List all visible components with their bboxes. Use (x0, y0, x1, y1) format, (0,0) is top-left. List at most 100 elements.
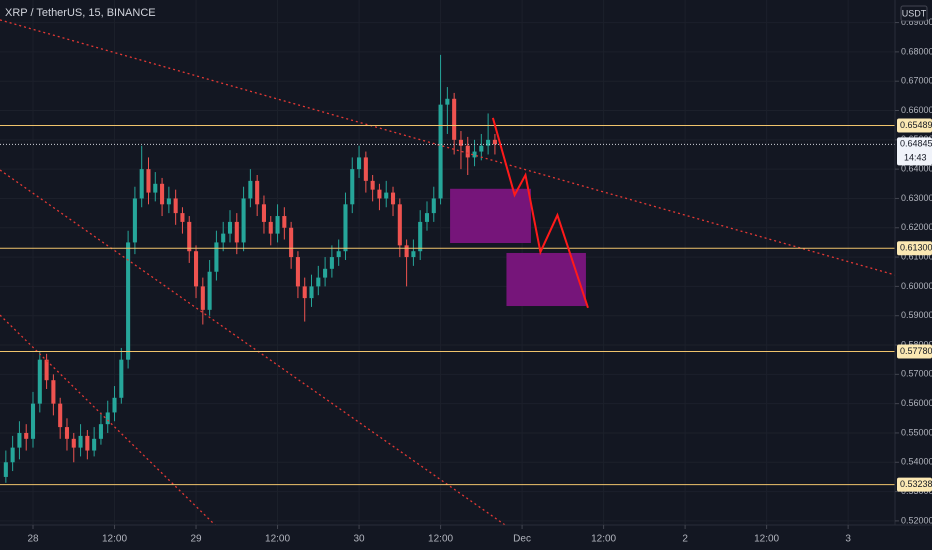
y-tick-label: 0.55000 (901, 427, 932, 437)
candle-body (363, 157, 368, 181)
candle-body (187, 221, 192, 252)
candle-body (295, 257, 300, 287)
y-tick-label: 0.64000 (901, 164, 932, 174)
axes: 0.520000.530000.540000.550000.560000.570… (27, 17, 932, 545)
candle-body (105, 412, 110, 425)
y-tick-label: 0.67000 (901, 76, 932, 86)
candle-body (193, 251, 199, 287)
candle-body (139, 169, 144, 199)
candle-body (282, 216, 287, 228)
candle-body (30, 403, 36, 439)
candle-body (431, 198, 436, 214)
y-tick-label: 0.60000 (901, 281, 932, 291)
chart-title: XRP / TetherUS, 15, BINANCE (5, 7, 156, 19)
x-tick-label: 3 (845, 534, 851, 545)
countdown: 14:43 (904, 153, 927, 163)
candle-body (71, 438, 76, 448)
y-tick-label: 0.62000 (901, 222, 932, 232)
candle-body (289, 227, 294, 258)
candle-body (350, 169, 355, 205)
x-tick-label: 2 (682, 534, 688, 545)
candle-body (384, 192, 389, 199)
candle-body (370, 180, 375, 190)
candle-body (146, 169, 151, 193)
level-label-box (897, 477, 932, 492)
level-label: 0.57780 (900, 346, 932, 356)
candle-body (316, 277, 321, 287)
y-tick-label: 0.63000 (901, 193, 932, 203)
candle-body (85, 435, 90, 451)
trendline (0, 19, 895, 276)
candle-body (390, 192, 396, 205)
candle-body (227, 221, 233, 234)
candle-body (98, 424, 103, 439)
level-label: 0.61300 (900, 243, 932, 253)
candle-body (268, 221, 273, 234)
candle-body (357, 157, 362, 170)
candle-body (207, 271, 212, 310)
x-tick-label: 12:00 (754, 534, 779, 545)
candle-body (51, 380, 56, 404)
candle-body (3, 462, 8, 477)
x-tick-label: 12:00 (265, 534, 290, 545)
candle-body (241, 198, 246, 243)
level-label-box (897, 118, 932, 133)
y-tick-label: 0.54000 (901, 457, 932, 467)
last-price-label: 0.64845 (900, 139, 932, 149)
candle-body (486, 139, 491, 146)
target-box (506, 252, 586, 307)
candle-body (445, 98, 450, 105)
candle-body (17, 432, 22, 448)
x-tick-label: 12:00 (591, 534, 616, 545)
level-label: 0.65489 (900, 120, 932, 130)
x-tick-label: 28 (27, 534, 39, 545)
candle-body (309, 286, 314, 299)
x-tick-label: 29 (190, 534, 202, 545)
plot-area (0, 19, 895, 525)
x-tick-label: 12:00 (102, 534, 127, 545)
x-tick-label: 30 (353, 534, 365, 545)
candle-body (78, 435, 83, 448)
candle-body (10, 447, 15, 463)
candle-body (92, 438, 97, 451)
last-price-box (897, 137, 932, 166)
candle-body (234, 221, 239, 243)
candle-body (377, 189, 382, 199)
candle-body (248, 180, 253, 199)
candle-body (438, 104, 443, 199)
candle-body (64, 427, 70, 439)
candle-body (472, 151, 477, 158)
x-tick-label: Dec (513, 534, 531, 545)
y-tick-label: 0.52000 (901, 515, 932, 525)
candle-body (343, 204, 348, 252)
candle-body (275, 216, 280, 234)
candle-body (452, 98, 457, 140)
candle-body (397, 204, 402, 246)
trendline (0, 314, 216, 525)
y-tick-label: 0.58000 (901, 339, 932, 349)
candle-body (44, 359, 49, 381)
candle-body (173, 198, 178, 214)
candle-body (126, 242, 131, 360)
candle-body (200, 286, 205, 310)
currency-box (900, 5, 928, 22)
candle-body (302, 286, 307, 299)
y-tick-label: 0.68000 (901, 46, 932, 56)
candle-body (255, 180, 260, 205)
candle-body (214, 242, 219, 272)
candle-body (24, 432, 29, 439)
y-tick-label: 0.56000 (901, 398, 932, 408)
candle-body (492, 139, 497, 145)
candle-body (465, 145, 470, 158)
y-tick-label: 0.69000 (901, 17, 932, 27)
candle-body (411, 251, 416, 258)
y-tick-label: 0.61000 (901, 251, 932, 261)
projection-path (491, 117, 589, 309)
candle-body (112, 397, 117, 413)
candle-body (479, 145, 484, 152)
candle-body (424, 213, 430, 222)
candle-body (404, 245, 409, 258)
y-tick-label: 0.66000 (901, 105, 932, 115)
